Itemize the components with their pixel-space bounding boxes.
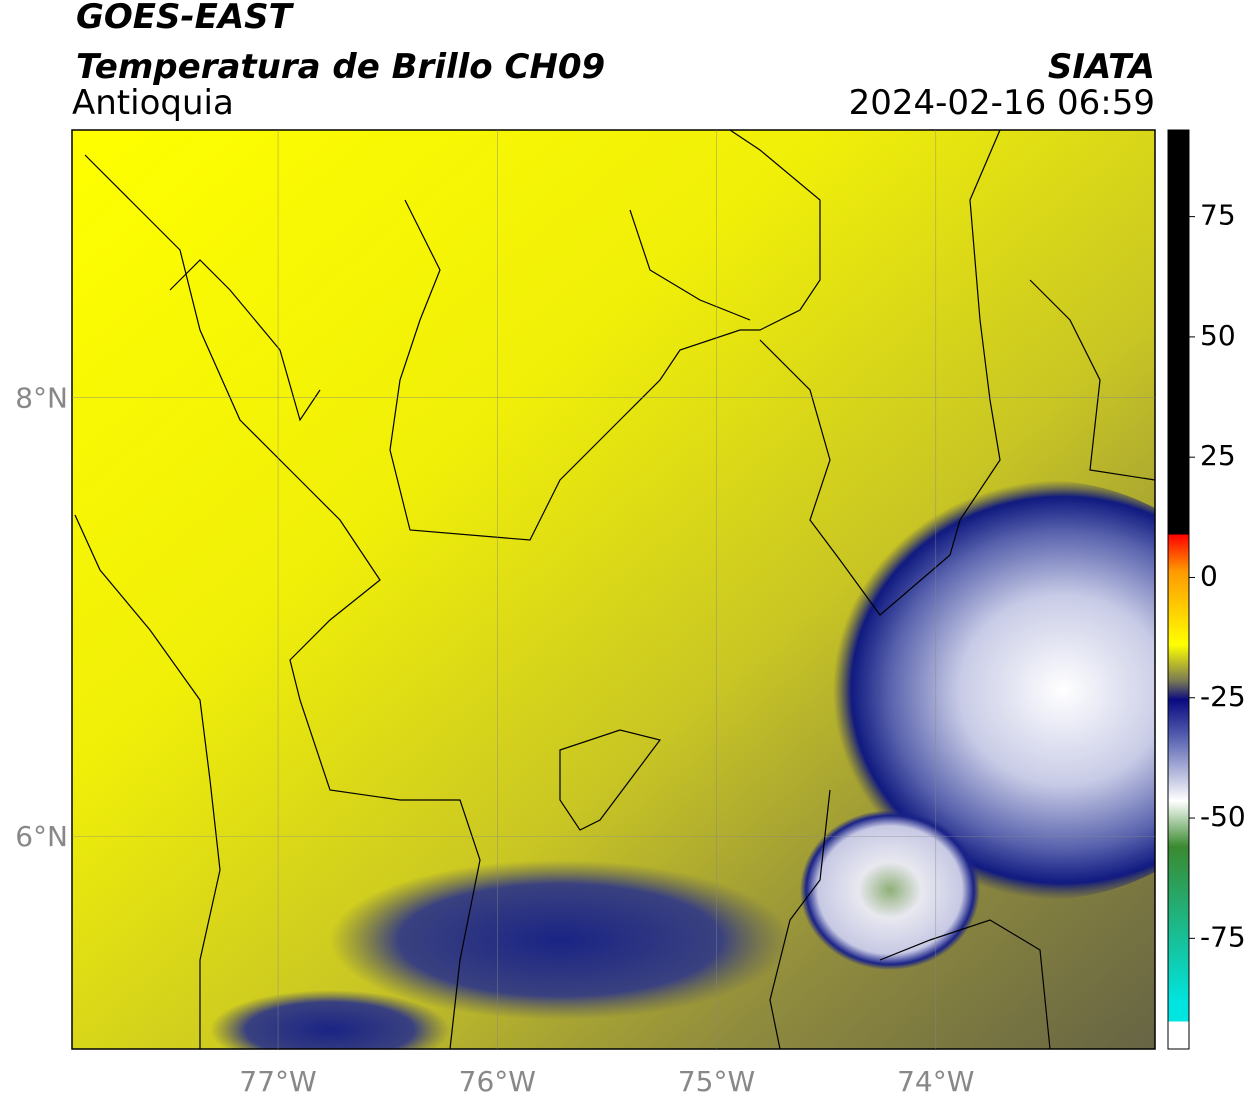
colorbar-tick-label: 25	[1200, 439, 1236, 472]
title: GOES-EAST	[76, 0, 295, 37]
region: Antioquia	[72, 83, 234, 123]
x-tick-label: 76°W	[459, 1065, 536, 1098]
y-tick-label: 8°N	[15, 382, 68, 415]
colorbar-tick-label: -50	[1200, 800, 1246, 833]
y-tick-label: 6°N	[15, 820, 68, 853]
colorbar-tick-label: -75	[1200, 920, 1246, 953]
x-tick-label: 75°W	[678, 1065, 755, 1098]
source: SIATA	[1048, 47, 1155, 87]
map-frame	[71, 129, 1156, 1050]
x-tick-label: 77°W	[239, 1065, 316, 1098]
colorbar-tick-label: 50	[1200, 319, 1236, 352]
colorbar-tick-label: 0	[1200, 559, 1218, 592]
colorbar-tick-label: 75	[1200, 199, 1236, 232]
datetime: 2024-02-16 06:59	[849, 83, 1155, 123]
colorbar	[1167, 129, 1190, 1050]
x-tick-label: 74°W	[897, 1065, 974, 1098]
satellite-image	[72, 130, 1155, 1049]
subtitle: Temperatura de Brillo CH09	[76, 47, 605, 87]
colorbar-tick-label: -25	[1200, 680, 1246, 713]
